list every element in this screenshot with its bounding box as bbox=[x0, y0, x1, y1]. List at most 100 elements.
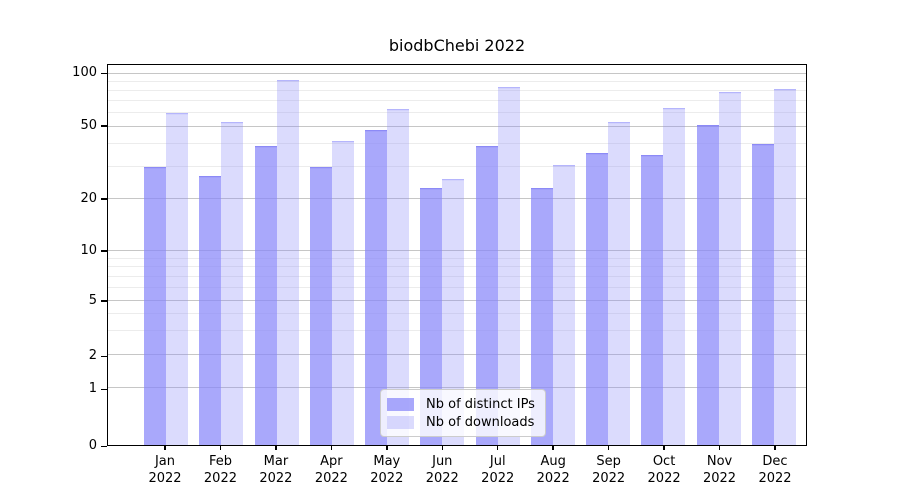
x-label-month-oct: Oct bbox=[652, 454, 676, 469]
x-label-month-mar: Mar bbox=[263, 454, 289, 469]
legend: Nb of distinct IPs Nb of downloads bbox=[380, 389, 546, 437]
y-tick-label-20: 20 bbox=[80, 190, 97, 206]
bar-group-jun bbox=[420, 65, 465, 445]
bar-distinct-ips-jul bbox=[475, 146, 498, 445]
gridline-major-5 bbox=[108, 299, 806, 301]
x-label-year-jun: 2022 bbox=[425, 471, 459, 486]
y-tick-mark-50 bbox=[101, 125, 107, 127]
gridline-minor-4 bbox=[108, 313, 806, 315]
x-tick-mark-aug bbox=[552, 446, 554, 450]
x-label-year-sep: 2022 bbox=[592, 471, 626, 486]
x-tick-mark-jan bbox=[164, 446, 166, 450]
y-tick-label-2: 2 bbox=[88, 348, 97, 363]
bars-layer bbox=[108, 65, 806, 445]
bar-distinct-ips-may bbox=[365, 129, 388, 445]
bar-distinct-ips-mar bbox=[254, 146, 277, 445]
y-tick-label-10: 10 bbox=[80, 242, 97, 258]
gridline-major-100 bbox=[108, 72, 806, 74]
bar-downloads-sep bbox=[608, 122, 631, 445]
gridline-minor-7 bbox=[108, 275, 806, 277]
x-label-month-jun: Jun bbox=[432, 454, 453, 469]
bar-downloads-may bbox=[387, 109, 410, 445]
legend-label-downloads: Nb of downloads bbox=[426, 414, 535, 430]
y-tick-mark-0 bbox=[101, 445, 107, 447]
x-label-aug: Aug 2022 bbox=[531, 446, 575, 487]
y-tick-mark-1 bbox=[101, 388, 107, 390]
x-label-jan: Jan 2022 bbox=[143, 446, 187, 487]
x-label-dec: Dec 2022 bbox=[753, 446, 797, 487]
x-label-mar: Mar 2022 bbox=[254, 446, 298, 487]
legend-item-distinct-ips: Nb of distinct IPs bbox=[387, 397, 537, 412]
bar-distinct-ips-oct bbox=[641, 154, 664, 445]
gridline-minor-6 bbox=[108, 286, 806, 288]
bar-distinct-ips-jan bbox=[144, 167, 166, 445]
gridline-minor-8 bbox=[108, 266, 806, 268]
y-tick-label-5: 5 bbox=[88, 292, 97, 308]
gridline-major-1 bbox=[108, 387, 806, 389]
gridline-minor-3 bbox=[108, 330, 806, 332]
x-tick-mark-feb bbox=[219, 446, 222, 450]
gridline-minor-60 bbox=[108, 111, 806, 113]
x-label-feb: Feb 2022 bbox=[198, 446, 242, 487]
bar-group-feb bbox=[199, 65, 244, 445]
x-label-apr: Apr 2022 bbox=[309, 446, 353, 487]
x-label-year-jul: 2022 bbox=[481, 471, 515, 486]
x-axis-labels: Jan 2022 Feb 2022 Mar 2022 Apr 2022 May 2022 Jun 20… bbox=[107, 446, 807, 487]
bar-downloads-aug bbox=[552, 164, 575, 445]
bar-downloads-feb bbox=[221, 122, 244, 445]
bar-group-sep bbox=[586, 65, 631, 445]
bar-group-jul bbox=[475, 65, 520, 445]
plot-area: Nb of distinct IPs Nb of downloads bbox=[107, 64, 807, 446]
bar-group-oct bbox=[641, 65, 686, 445]
gridline-major-50 bbox=[108, 125, 806, 127]
x-label-year-dec: 2022 bbox=[758, 471, 792, 486]
chart-title: biodbChebi 2022 bbox=[388, 36, 526, 55]
x-label-year-apr: 2022 bbox=[314, 471, 348, 486]
bar-downloads-nov bbox=[718, 91, 741, 445]
bar-distinct-ips-aug bbox=[530, 188, 553, 445]
x-label-jul: Jul 2022 bbox=[476, 446, 520, 487]
y-tick-label-1: 1 bbox=[88, 381, 97, 396]
x-label-may: May 2022 bbox=[365, 446, 409, 487]
x-tick-mark-dec bbox=[774, 446, 776, 450]
x-label-month-apr: Apr bbox=[320, 454, 343, 469]
bar-downloads-mar bbox=[276, 79, 299, 445]
bar-downloads-jul bbox=[497, 87, 520, 445]
legend-swatch-downloads bbox=[387, 415, 414, 429]
x-label-month-dec: Dec bbox=[762, 454, 788, 469]
bar-group-aug bbox=[530, 65, 575, 445]
gridline-minor-80 bbox=[108, 89, 806, 91]
bar-group-dec bbox=[751, 65, 796, 445]
x-label-month-may: May bbox=[373, 454, 401, 469]
y-tick-label-0: 0 bbox=[88, 438, 97, 453]
x-tick-mark-nov bbox=[718, 446, 721, 450]
x-tick-mark-may bbox=[386, 446, 388, 450]
x-label-year-may: 2022 bbox=[370, 471, 404, 486]
gridline-minor-9 bbox=[108, 257, 806, 259]
bar-downloads-dec bbox=[773, 89, 796, 445]
y-tick-mark-10 bbox=[101, 250, 107, 252]
bar-distinct-ips-nov bbox=[696, 125, 719, 445]
x-tick-mark-mar bbox=[275, 446, 277, 450]
bar-distinct-ips-sep bbox=[586, 152, 609, 445]
bar-group-apr bbox=[309, 65, 354, 445]
legend-label-distinct-ips: Nb of distinct IPs bbox=[426, 396, 535, 412]
bar-downloads-jan bbox=[166, 112, 188, 445]
x-label-month-jul: Jul bbox=[489, 454, 506, 469]
bar-downloads-jun bbox=[442, 178, 465, 445]
y-tick-mark-2 bbox=[101, 355, 107, 357]
x-label-month-nov: Nov bbox=[706, 454, 733, 469]
x-label-sep: Sep 2022 bbox=[587, 446, 631, 487]
gridline-major-2 bbox=[108, 354, 806, 356]
y-tick-mark-5 bbox=[101, 300, 107, 302]
x-label-month-feb: Feb bbox=[208, 454, 232, 469]
gridline-minor-30 bbox=[108, 166, 806, 168]
bar-downloads-oct bbox=[663, 107, 686, 445]
x-label-year-nov: 2022 bbox=[702, 471, 737, 486]
legend-swatch-distinct-ips bbox=[387, 397, 414, 411]
legend-item-downloads: Nb of downloads bbox=[387, 415, 537, 430]
x-tick-mark-oct bbox=[663, 446, 665, 450]
x-tick-mark-apr bbox=[330, 446, 333, 450]
bar-distinct-ips-feb bbox=[199, 175, 222, 445]
gridline-major-20 bbox=[108, 198, 806, 200]
